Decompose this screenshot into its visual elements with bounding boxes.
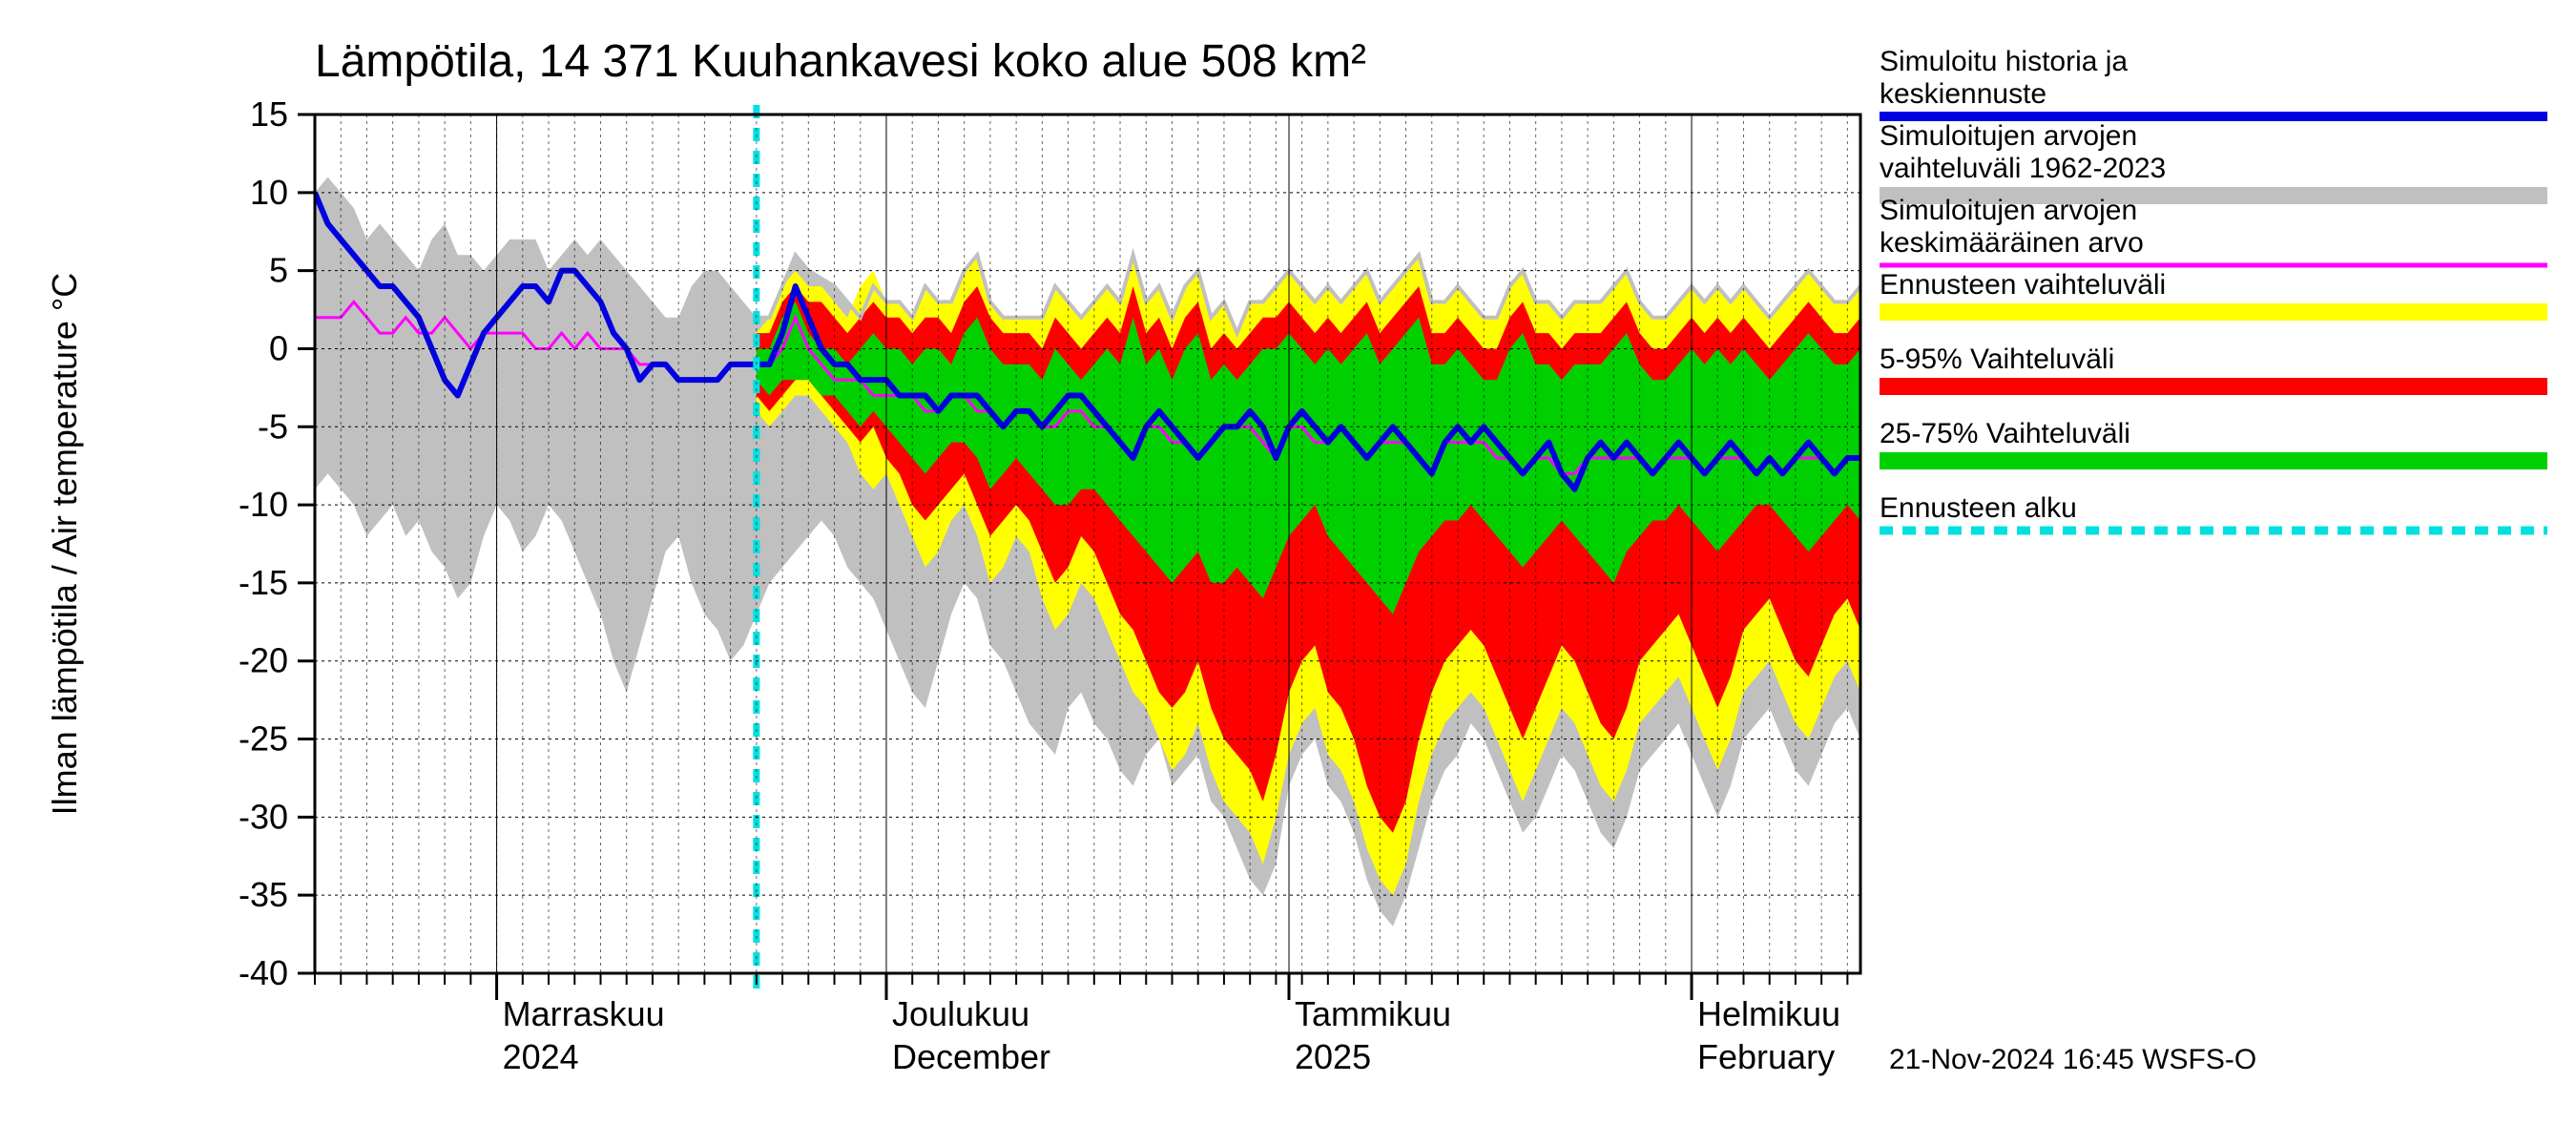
y-tick-label: -20	[239, 641, 288, 680]
x-month-label: Joulukuu	[892, 994, 1029, 1033]
legend-label: 25-75% Vaihteluväli	[1880, 418, 2130, 449]
x-month-sublabel: February	[1697, 1037, 1835, 1076]
x-month-sublabel: 2025	[1295, 1037, 1371, 1076]
x-month-label: Tammikuu	[1295, 994, 1451, 1033]
y-tick-label: 0	[269, 328, 288, 367]
x-month-label: Marraskuu	[503, 994, 665, 1033]
legend-label: Ennusteen alku	[1880, 492, 2077, 524]
legend-label: Ennusteen vaihteluväli	[1880, 269, 2166, 301]
x-month-sublabel: 2024	[503, 1037, 579, 1076]
footer-timestamp: 21-Nov-2024 16:45 WSFS-O	[1889, 1044, 2256, 1075]
legend-label: keskimääräinen arvo	[1880, 227, 2144, 259]
legend-label: Simuloitu historia ja	[1880, 46, 2128, 77]
y-tick-label: -40	[239, 953, 288, 992]
y-tick-label: 5	[269, 251, 288, 290]
legend-swatch	[1880, 452, 2547, 469]
y-axis-label: Ilman lämpötila / Air temperature °C	[45, 273, 84, 816]
legend-label: vaihteluväli 1962-2023	[1880, 153, 2166, 184]
y-tick-label: -15	[239, 563, 288, 602]
y-tick-label: -30	[239, 797, 288, 836]
legend-swatch	[1880, 378, 2547, 395]
x-month-label: Helmikuu	[1697, 994, 1840, 1033]
y-tick-label: 15	[250, 94, 288, 134]
legend-label: Simuloitujen arvojen	[1880, 120, 2137, 152]
temperature-forecast-chart: 15 10 5 0 -5 -10 -15 -20 -25 -30 -35 -40 Marraskuu 20…	[0, 0, 2576, 1145]
y-tick-label: 10	[250, 173, 288, 212]
y-tick-label: -10	[239, 485, 288, 524]
y-tick-label: -35	[239, 875, 288, 914]
legend-label: Simuloitujen arvojen	[1880, 195, 2137, 226]
chart-title: Lämpötila, 14 371 Kuuhankavesi koko alue…	[315, 36, 1366, 87]
y-tick-label: -5	[258, 406, 288, 446]
y-tick-label: -25	[239, 719, 288, 759]
legend-label: keskiennuste	[1880, 78, 2046, 110]
legend-label: 5-95% Vaihteluväli	[1880, 344, 2114, 375]
legend-swatch	[1880, 303, 2547, 321]
x-month-sublabel: December	[892, 1037, 1050, 1076]
